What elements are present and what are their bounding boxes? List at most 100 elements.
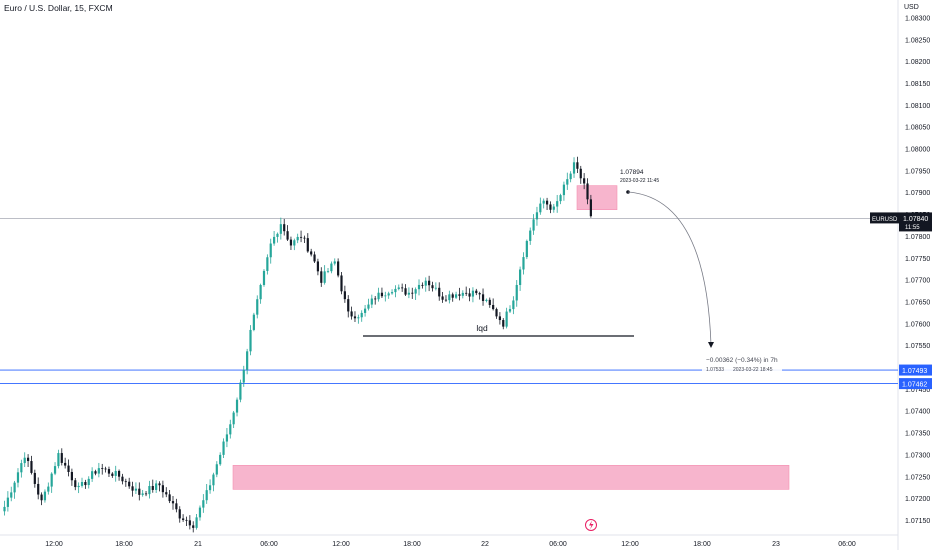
candle-body xyxy=(454,294,458,298)
candle xyxy=(492,298,495,311)
candle xyxy=(222,438,225,459)
price-tick-label: 1.07300 xyxy=(905,452,930,459)
candle-body xyxy=(306,238,309,252)
candle xyxy=(549,201,552,214)
price-tick-label: 1.08000 xyxy=(905,147,930,154)
candle-body xyxy=(411,292,414,294)
candle-body xyxy=(478,293,481,295)
projection-start-date: 2023-03-22 11:45 xyxy=(620,178,659,184)
candle-body xyxy=(77,485,80,488)
candle xyxy=(434,282,437,291)
candle xyxy=(310,248,313,257)
candle-body xyxy=(134,488,138,491)
candle xyxy=(47,482,50,495)
projection-change-label: −0.00362 (−0.34%) in 7h xyxy=(706,357,778,364)
candle-body xyxy=(532,219,535,231)
candle-body xyxy=(320,271,323,283)
candle-body xyxy=(138,488,141,495)
candle-body xyxy=(107,469,111,474)
candle xyxy=(266,254,269,275)
candle-body xyxy=(542,200,545,204)
candle-body xyxy=(539,203,542,213)
candle xyxy=(205,483,208,504)
candle-body xyxy=(421,284,424,286)
candle-body xyxy=(111,473,114,476)
candle-body xyxy=(508,309,512,312)
candle xyxy=(134,482,138,494)
candle xyxy=(276,232,279,243)
candle xyxy=(303,235,306,244)
projection-curve xyxy=(627,191,712,346)
candle xyxy=(215,461,218,478)
candle-body xyxy=(384,295,387,297)
candle-body xyxy=(3,506,6,512)
candle-body xyxy=(390,292,394,294)
candle xyxy=(104,466,107,473)
candle-body xyxy=(512,300,515,310)
candle-body xyxy=(242,369,245,383)
candle-body xyxy=(289,239,293,246)
candle-body xyxy=(124,481,127,483)
candle xyxy=(411,287,414,299)
candle xyxy=(451,292,454,302)
candle xyxy=(20,459,23,478)
candle xyxy=(13,480,16,499)
candle xyxy=(539,197,542,215)
candle xyxy=(475,288,478,296)
candle xyxy=(23,452,26,468)
candle xyxy=(407,287,410,299)
candle xyxy=(535,206,539,226)
candle-body xyxy=(273,236,276,244)
candle xyxy=(559,193,562,205)
candle xyxy=(566,172,569,190)
projection-info-box xyxy=(702,353,782,373)
candle xyxy=(529,227,532,245)
candle-body xyxy=(279,224,282,234)
candle-body xyxy=(370,298,373,305)
candle-body xyxy=(97,468,100,474)
candle-body xyxy=(428,280,431,286)
candle xyxy=(60,448,63,466)
candle xyxy=(394,285,397,298)
candle-body xyxy=(219,454,222,465)
candle-body xyxy=(70,471,73,481)
time-tick-label: 06:00 xyxy=(838,541,856,548)
candle xyxy=(16,468,20,488)
horizontal-level-badge xyxy=(899,378,932,390)
candle xyxy=(589,194,592,218)
candle-body xyxy=(252,314,255,330)
time-tick-label: 12:00 xyxy=(45,541,63,548)
candle-body xyxy=(212,474,215,486)
candle-body xyxy=(43,491,47,501)
candle xyxy=(404,284,407,297)
candle-body xyxy=(296,236,299,241)
candle xyxy=(512,296,515,315)
price-tick-label: 1.08050 xyxy=(905,125,930,132)
time-tick-label: 18:00 xyxy=(115,541,133,548)
candle xyxy=(286,225,289,242)
candle-body xyxy=(57,453,60,467)
time-tick-label: 18:00 xyxy=(693,541,711,548)
candle xyxy=(155,480,158,493)
candle xyxy=(320,267,323,287)
candle-body xyxy=(566,179,569,185)
candle xyxy=(6,491,9,512)
symbol-badge-label: EURUSD xyxy=(872,217,898,223)
candle-body xyxy=(471,290,475,297)
candle-body xyxy=(128,481,131,487)
candle xyxy=(556,194,559,213)
candle xyxy=(33,469,36,488)
candle xyxy=(374,296,377,305)
candle-body xyxy=(562,184,566,196)
candle xyxy=(151,479,154,493)
candle xyxy=(252,312,255,332)
candle xyxy=(357,314,360,324)
candle xyxy=(94,469,97,476)
candle-body xyxy=(37,483,40,495)
price-tick-label: 1.08150 xyxy=(905,81,930,88)
candle xyxy=(414,287,417,300)
time-tick-label: 21 xyxy=(194,541,202,548)
candle xyxy=(562,181,566,201)
candle-body xyxy=(151,486,154,490)
